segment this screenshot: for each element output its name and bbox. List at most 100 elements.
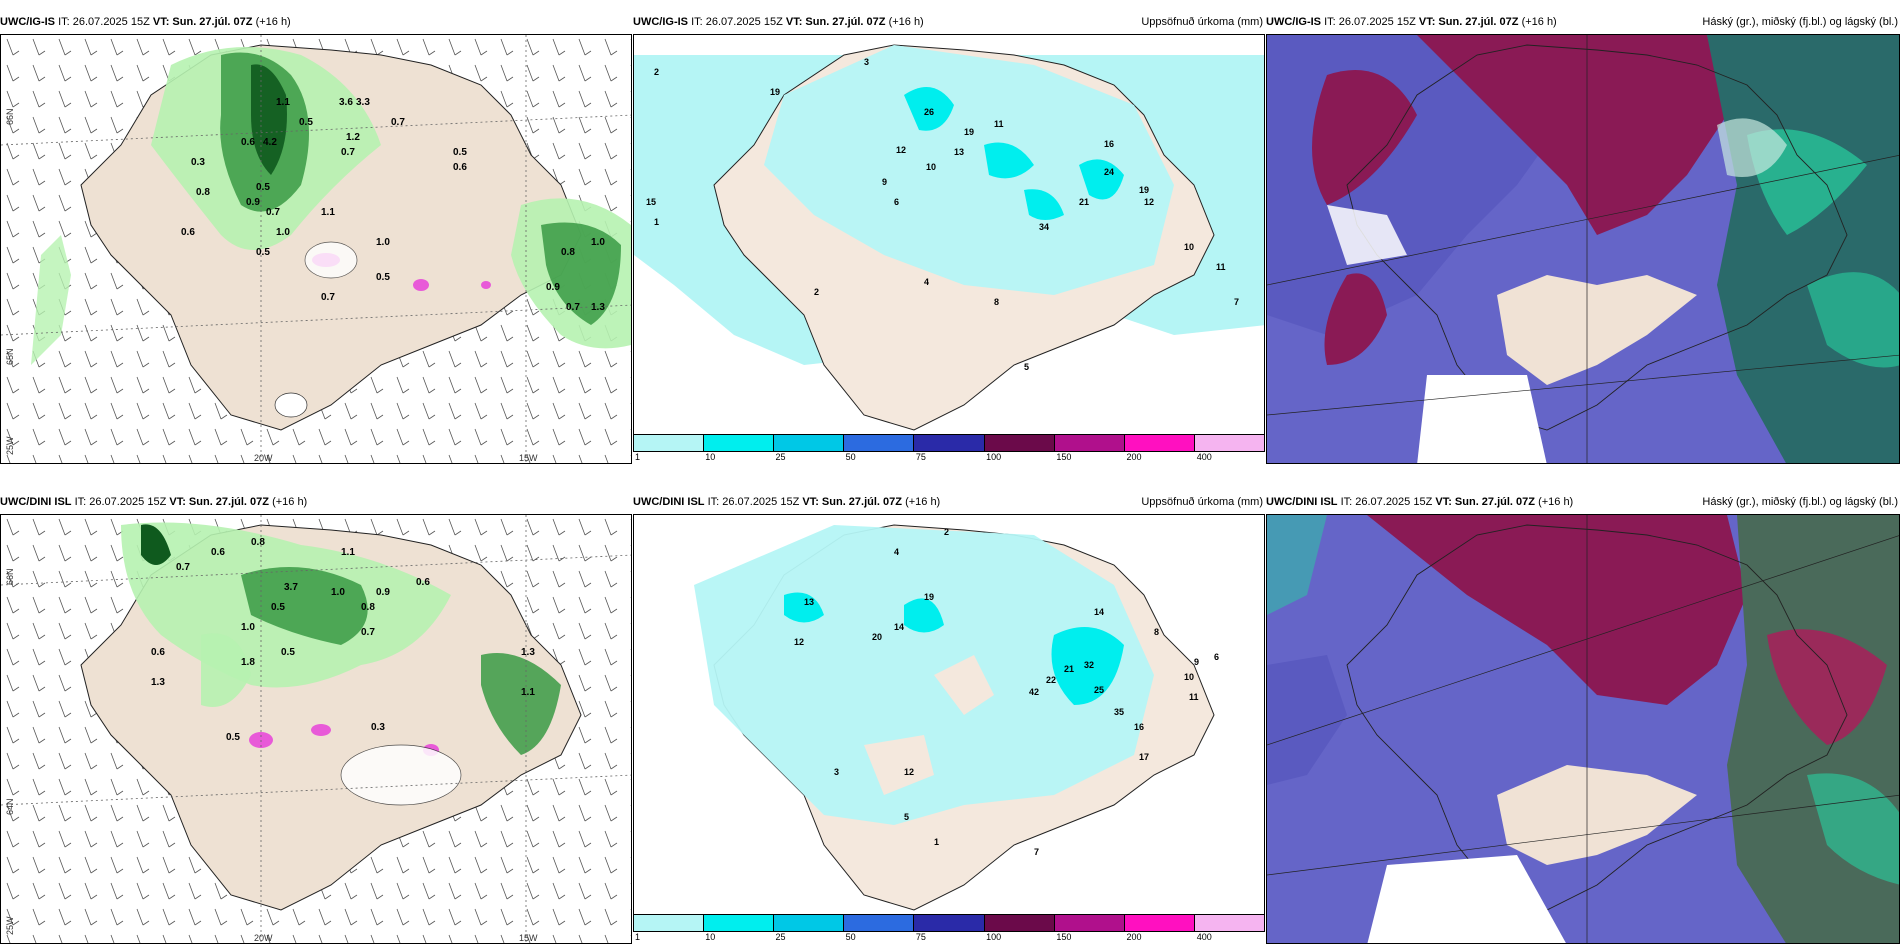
precip-label: 0.7 — [391, 117, 405, 128]
precip-label: 0.8 — [361, 602, 375, 613]
colorbar-tick-label: 50 — [845, 452, 856, 462]
accum-label: 19 — [1139, 185, 1149, 195]
wind-precip-map[interactable]: 0.6 4.2 1.1 0.5 3.6 3.3 0.7 1.2 0.5 0.6 … — [0, 34, 632, 464]
precip-label: 1.3 — [591, 302, 605, 313]
panel-top-left: UWC/IG-IS IT: 26.07.2025 15Z VT: Sun. 27… — [0, 14, 632, 464]
lon-label: 15W — [519, 933, 538, 943]
accum-label: 8 — [994, 297, 999, 307]
colorbar-tick-label: 75 — [915, 452, 926, 462]
precip-label: 0.6 — [241, 137, 255, 148]
precip-label: 1.1 — [321, 207, 335, 218]
colorbar-swatch — [1194, 435, 1264, 451]
precip-label: 0.7 — [566, 302, 580, 313]
panel-subtitle: Uppsöfnuð úrkoma (mm) — [1141, 496, 1263, 508]
accum-label: 6 — [1214, 652, 1219, 662]
accum-label: 14 — [1094, 607, 1104, 617]
precip-label: 0.5 — [256, 247, 270, 258]
lat-label: 25W — [5, 436, 15, 455]
lat-label: 64N — [5, 798, 15, 815]
panel-bottom-right: UWC/DINI ISL IT: 26.07.2025 15Z VT: Sun.… — [1266, 494, 1900, 944]
accum-label: 11 — [1216, 262, 1226, 272]
colorbar — [633, 914, 1265, 932]
colorbar-tick-label: 1 — [635, 452, 641, 462]
precip-label: 0.6 — [181, 227, 195, 238]
colorbar-swatch — [634, 915, 705, 931]
colorbar-swatch — [844, 435, 915, 451]
precip-label: 0.3 — [191, 157, 205, 168]
map-canvas: 2 4 13 12 20 14 19 22 21 32 42 25 35 14 … — [634, 515, 1264, 923]
accum-label: 11 — [994, 119, 1004, 129]
precip-label: 3.3 — [356, 97, 370, 108]
accum-label: 20 — [872, 632, 882, 642]
precip-label: 1.3 — [521, 647, 535, 658]
wind-precip-map[interactable]: 0.6 0.8 0.7 1.1 3.7 1.0 0.5 0.9 0.6 0.8 … — [0, 514, 632, 944]
accum-label: 24 — [1104, 167, 1114, 177]
precip-label: 0.9 — [246, 197, 260, 208]
colorbar-tick-label: 25 — [775, 452, 786, 462]
panel-header: UWC/IG-IS IT: 26.07.2025 15Z VT: Sun. 27… — [0, 16, 291, 28]
accum-label: 2 — [814, 287, 819, 297]
panel-subtitle: Háský (gr.), miðský (fj.bl.) og lágský (… — [1702, 496, 1898, 508]
panel-header: UWC/DINI ISL IT: 26.07.2025 15Z VT: Sun.… — [0, 496, 308, 508]
precip-label: 1.2 — [346, 132, 360, 143]
accum-label: 3 — [864, 57, 869, 67]
colorbar-swatch — [844, 915, 915, 931]
accum-label: 10 — [926, 162, 936, 172]
colorbar-swatch — [1054, 915, 1125, 931]
accum-label: 5 — [904, 812, 909, 822]
precip-label: 3.6 — [339, 97, 353, 108]
precip-label: 0.6 — [416, 577, 430, 588]
precip-label: 1.1 — [341, 547, 355, 558]
accum-label: 34 — [1039, 222, 1049, 232]
accum-label: 4 — [924, 277, 929, 287]
colorbar-swatch — [774, 915, 845, 931]
accum-label: 14 — [894, 622, 904, 632]
colorbar-tick-label: 50 — [845, 932, 856, 942]
cloud-map[interactable] — [1266, 34, 1900, 464]
accum-label: 42 — [1029, 687, 1039, 697]
accum-label: 25 — [1094, 685, 1104, 695]
accum-label: 32 — [1084, 660, 1094, 670]
precip-label: 0.9 — [376, 587, 390, 598]
colorbar-tick-label: 200 — [1126, 932, 1142, 942]
panel-bottom-left: UWC/DINI ISL IT: 26.07.2025 15Z VT: Sun.… — [0, 494, 632, 944]
precip-label: 1.1 — [276, 97, 290, 108]
accum-label: 2 — [654, 67, 659, 77]
accum-label: 12 — [1144, 197, 1154, 207]
accum-label: 8 — [1154, 627, 1159, 637]
accum-precip-map[interactable]: 3 2 19 26 19 16 11 12 13 10 9 6 34 21 24… — [633, 34, 1265, 444]
accum-label: 9 — [882, 177, 887, 187]
colorbar-ticks: 1 10 25 50 75 100 150 200 400 — [633, 452, 1265, 464]
lat-label: 66N — [5, 108, 15, 125]
lon-label: 15W — [519, 453, 538, 463]
accum-label: 10 — [1184, 242, 1194, 252]
precip-label: 0.5 — [299, 117, 313, 128]
accum-label: 12 — [904, 767, 914, 777]
colorbar — [633, 434, 1265, 452]
accum-label: 16 — [1134, 722, 1144, 732]
accum-label: 16 — [1104, 139, 1114, 149]
precip-label: 0.5 — [226, 732, 240, 743]
accum-label: 10 — [1184, 672, 1194, 682]
colorbar-tick-label: 400 — [1196, 452, 1212, 462]
panel-header: UWC/DINI ISL IT: 26.07.2025 15Z VT: Sun.… — [1266, 496, 1898, 508]
accum-label: 11 — [1189, 692, 1199, 702]
lon-label: 20W — [254, 933, 273, 943]
colorbar-swatch — [984, 435, 1055, 451]
iceland-landmass — [1346, 524, 1848, 911]
accum-label: 15 — [646, 197, 656, 207]
colorbar-tick-label: 400 — [1196, 932, 1212, 942]
cloud-map[interactable] — [1266, 514, 1900, 944]
iceland-landmass — [1346, 44, 1848, 431]
colorbar-swatch — [1124, 435, 1195, 451]
precip-label: 0.7 — [361, 627, 375, 638]
accum-label: 12 — [896, 145, 906, 155]
colorbar-swatch — [914, 435, 985, 451]
accum-label: 19 — [964, 127, 974, 137]
accum-precip-map[interactable]: 2 4 13 12 20 14 19 22 21 32 42 25 35 14 … — [633, 514, 1265, 924]
colorbar-tick-label: 200 — [1126, 452, 1142, 462]
colorbar-swatch — [914, 915, 985, 931]
precip-label: 1.0 — [376, 237, 390, 248]
precip-label: 0.6 — [211, 547, 225, 558]
colorbar-swatch — [1124, 915, 1195, 931]
